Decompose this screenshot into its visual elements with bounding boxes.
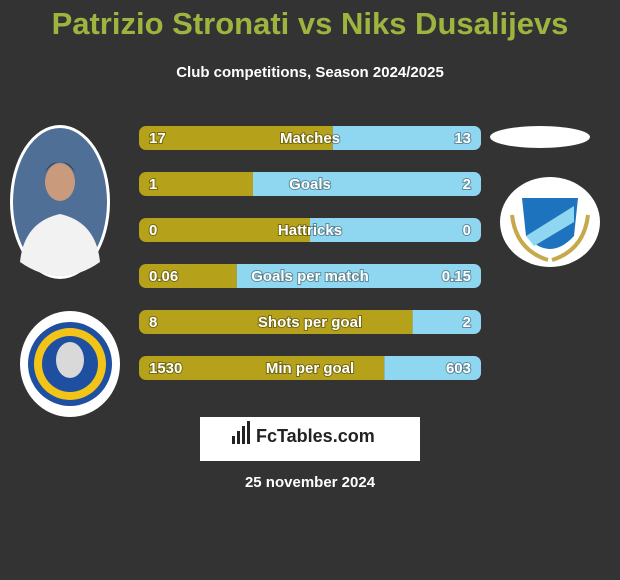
left-value: 0 bbox=[149, 222, 157, 239]
stat-rows: 17 Matches 13 1 Goals 2 0 Hattricks 0 0.06 Goals p… bbox=[139, 126, 481, 380]
placeholder bbox=[490, 126, 590, 148]
bar-right bbox=[412, 310, 481, 334]
right-value: 0.15 bbox=[442, 268, 471, 285]
left-value: 1 bbox=[149, 176, 157, 193]
subtitle: Club competitions, Season 2024/2025 bbox=[176, 64, 444, 81]
bar-right bbox=[310, 218, 481, 242]
right-value: 13 bbox=[454, 130, 471, 147]
left-value: 8 bbox=[149, 314, 157, 331]
title: Patrizio Stronati vs Niks Dusalijevs bbox=[52, 6, 569, 41]
club-badge-left bbox=[20, 311, 120, 417]
right-value: 603 bbox=[446, 360, 471, 377]
bar-right bbox=[332, 126, 481, 150]
player-photo bbox=[10, 125, 110, 279]
stat-label: Hattricks bbox=[278, 222, 342, 239]
stat-label: Min per goal bbox=[266, 360, 354, 377]
stat-label: Shots per goal bbox=[258, 314, 362, 331]
date: 25 november 2024 bbox=[245, 474, 376, 491]
left-value: 17 bbox=[149, 130, 166, 147]
stat-row bbox=[139, 356, 481, 380]
bar-left bbox=[139, 126, 333, 150]
club-badge-right bbox=[500, 177, 600, 267]
bar-right bbox=[236, 264, 481, 288]
bar-right bbox=[384, 356, 481, 380]
stat-row bbox=[139, 126, 481, 150]
logo-box bbox=[200, 417, 420, 461]
logo: FcTables.com bbox=[200, 417, 420, 461]
stat-row bbox=[139, 310, 481, 334]
bar-left bbox=[139, 172, 253, 196]
right-value: 2 bbox=[463, 314, 471, 331]
bar-right bbox=[253, 172, 481, 196]
right-value: 0 bbox=[463, 222, 471, 239]
stat-row bbox=[139, 218, 481, 242]
logo-text: FcTables.com bbox=[256, 426, 375, 446]
bar-left bbox=[139, 356, 385, 380]
stat-label: Goals per match bbox=[251, 268, 369, 285]
left-value: 1530 bbox=[149, 360, 182, 377]
stat-label: Goals bbox=[289, 176, 331, 193]
stat-row bbox=[139, 264, 481, 288]
bar-left bbox=[139, 218, 310, 242]
left-value: 0.06 bbox=[149, 268, 178, 285]
bar-left bbox=[139, 264, 237, 288]
right-value: 2 bbox=[463, 176, 471, 193]
bar-left bbox=[139, 310, 413, 334]
stat-label: Matches bbox=[280, 130, 340, 147]
stat-row bbox=[139, 172, 481, 196]
